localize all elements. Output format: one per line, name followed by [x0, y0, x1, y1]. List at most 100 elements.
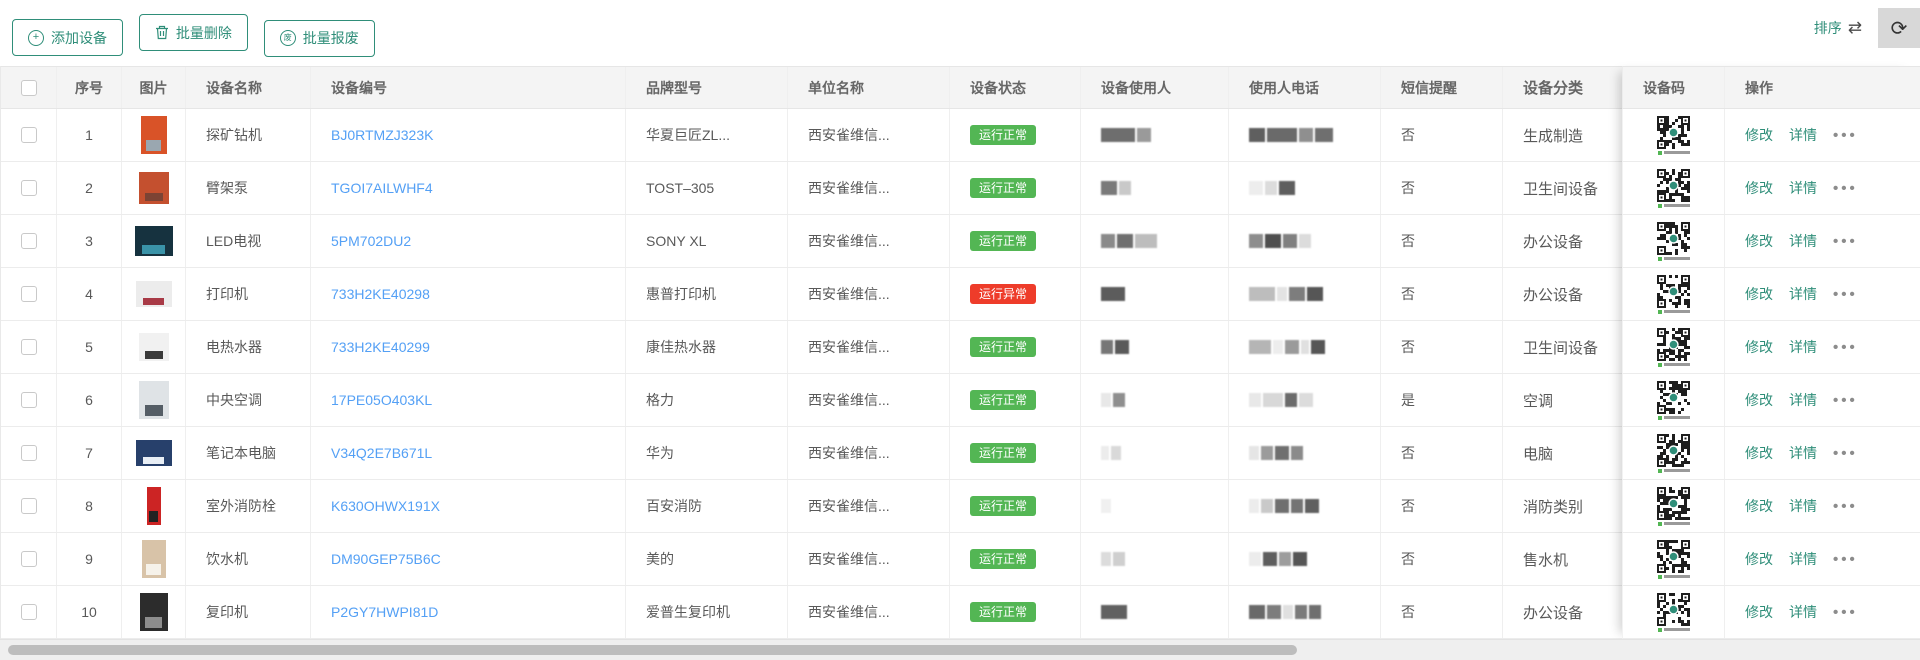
table-body: 1 探矿钻机 BJ0RTMZJ323K 华夏巨匠ZL... 西安雀维信... 运…: [1, 109, 1920, 639]
more-actions-button[interactable]: •••: [1833, 126, 1858, 144]
device-brand: 美的: [626, 533, 788, 585]
device-code-link[interactable]: V34Q2E7B671L: [331, 445, 433, 461]
device-photo[interactable]: [139, 593, 168, 631]
row-index: 2: [57, 162, 122, 214]
detail-link[interactable]: 详情: [1789, 604, 1817, 620]
detail-link[interactable]: 详情: [1789, 445, 1817, 461]
user-redacted: [1101, 234, 1157, 248]
more-actions-button[interactable]: •••: [1833, 285, 1858, 303]
detail-link[interactable]: 详情: [1789, 339, 1817, 355]
row-checkbox[interactable]: [20, 392, 37, 408]
batch-scrap-button[interactable]: 废 批量报废: [263, 19, 375, 57]
qr-code[interactable]: [1657, 433, 1690, 473]
row-checkbox[interactable]: [20, 286, 37, 302]
row-checkbox[interactable]: [20, 498, 37, 514]
more-actions-button[interactable]: •••: [1833, 338, 1858, 356]
detail-link[interactable]: 详情: [1789, 180, 1817, 196]
table-row: 1 探矿钻机 BJ0RTMZJ323K 华夏巨匠ZL... 西安雀维信... 运…: [1, 109, 1920, 162]
more-actions-button[interactable]: •••: [1833, 497, 1858, 515]
horizontal-scrollbar-thumb[interactable]: [8, 645, 1297, 655]
device-photo[interactable]: [138, 381, 169, 419]
edit-link[interactable]: 修改: [1745, 180, 1773, 196]
row-checkbox[interactable]: [20, 604, 37, 620]
table-row: 8 室外消防栓 K630OHWX191X 百安消防 西安雀维信... 运行正常 …: [1, 480, 1920, 533]
sort-button[interactable]: 排序: [1813, 20, 1842, 36]
more-actions-button[interactable]: •••: [1833, 179, 1858, 197]
device-name: 室外消防栓: [186, 480, 311, 532]
detail-link[interactable]: 详情: [1789, 498, 1817, 514]
device-photo[interactable]: [135, 440, 172, 466]
device-table: 序号 图片 设备名称 设备编号 品牌型号 单位名称 设备状态 设备使用人 使用人…: [0, 66, 1920, 639]
device-brand: 惠普打印机: [626, 268, 788, 320]
edit-link[interactable]: 修改: [1745, 551, 1773, 567]
qr-code[interactable]: [1657, 539, 1690, 579]
device-photo[interactable]: [140, 116, 167, 154]
device-code-link[interactable]: 733H2KE40298: [331, 286, 430, 302]
more-actions-button[interactable]: •••: [1833, 232, 1858, 250]
edit-link[interactable]: 修改: [1745, 233, 1773, 249]
qr-code[interactable]: [1657, 380, 1690, 420]
batch-delete-button[interactable]: 批量删除: [138, 14, 248, 51]
device-brand: 华夏巨匠ZL...: [626, 109, 788, 161]
device-code-link[interactable]: DM90GEP75B6C: [331, 551, 441, 567]
row-checkbox[interactable]: [20, 445, 37, 461]
device-photo[interactable]: [141, 540, 166, 578]
device-unit: 西安雀维信...: [788, 215, 950, 267]
more-actions-button[interactable]: •••: [1833, 603, 1858, 621]
edit-link[interactable]: 修改: [1745, 339, 1773, 355]
row-checkbox[interactable]: [20, 339, 37, 355]
phone-redacted: [1249, 234, 1311, 248]
device-unit: 西安雀维信...: [788, 374, 950, 426]
row-index: 5: [57, 321, 122, 373]
detail-link[interactable]: 详情: [1789, 286, 1817, 302]
edit-link[interactable]: 修改: [1745, 604, 1773, 620]
detail-link[interactable]: 详情: [1789, 233, 1817, 249]
edit-link[interactable]: 修改: [1745, 498, 1773, 514]
row-checkbox[interactable]: [20, 180, 37, 196]
row-checkbox[interactable]: [20, 127, 37, 143]
more-actions-button[interactable]: •••: [1833, 391, 1858, 409]
device-code-link[interactable]: P2GY7HWPI81D: [331, 604, 439, 620]
row-checkbox[interactable]: [20, 233, 37, 249]
horizontal-scrollbar-track[interactable]: [0, 639, 1920, 660]
select-all-checkbox[interactable]: [20, 79, 37, 96]
device-code-link[interactable]: 733H2KE40299: [331, 339, 430, 355]
qr-caption: [1657, 627, 1690, 632]
device-photo[interactable]: [138, 172, 169, 204]
detail-link[interactable]: 详情: [1789, 392, 1817, 408]
qr-code[interactable]: [1657, 168, 1690, 208]
detail-link[interactable]: 详情: [1789, 551, 1817, 567]
sms-reminder: 否: [1381, 162, 1503, 214]
qr-caption: [1657, 574, 1690, 579]
qr-code[interactable]: [1657, 592, 1690, 632]
add-device-button[interactable]: + 添加设备: [12, 19, 123, 56]
fixed-table-row: 修改 详情 •••: [1622, 162, 1920, 215]
device-code-link[interactable]: K630OHWX191X: [331, 498, 440, 514]
device-code-link[interactable]: TGOI7AILWHF4: [331, 180, 433, 196]
edit-link[interactable]: 修改: [1745, 392, 1773, 408]
qr-code[interactable]: [1657, 115, 1690, 155]
qr-code[interactable]: [1657, 486, 1690, 526]
device-photo[interactable]: [135, 281, 172, 307]
more-actions-button[interactable]: •••: [1833, 444, 1858, 462]
detail-link[interactable]: 详情: [1789, 127, 1817, 143]
fixed-table-row: 修改 详情 •••: [1622, 533, 1920, 586]
qr-code[interactable]: [1657, 221, 1690, 261]
device-photo[interactable]: [134, 226, 173, 256]
device-photo[interactable]: [146, 487, 161, 525]
row-checkbox[interactable]: [20, 551, 37, 567]
device-code-link[interactable]: 17PE05O403KL: [331, 392, 433, 408]
status-badge: 运行正常: [970, 390, 1037, 410]
device-code-link[interactable]: BJ0RTMZJ323K: [331, 127, 434, 143]
device-unit: 西安雀维信...: [788, 109, 950, 161]
edit-link[interactable]: 修改: [1745, 445, 1773, 461]
qr-code[interactable]: [1657, 327, 1690, 367]
refresh-button[interactable]: ⟳: [1878, 8, 1920, 48]
qr-code[interactable]: [1657, 274, 1690, 314]
edit-link[interactable]: 修改: [1745, 286, 1773, 302]
device-photo[interactable]: [138, 333, 169, 361]
more-actions-button[interactable]: •••: [1833, 550, 1858, 568]
edit-link[interactable]: 修改: [1745, 127, 1773, 143]
device-code-link[interactable]: 5PM702DU2: [331, 233, 412, 249]
sort-swap-icon[interactable]: ⇄: [1847, 18, 1862, 37]
